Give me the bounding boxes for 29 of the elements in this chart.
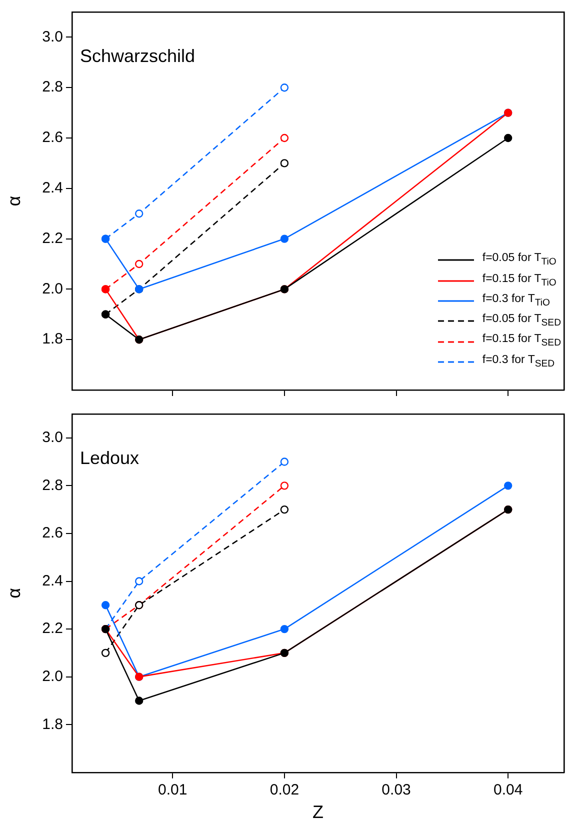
legend-label: f=0.05 for T$_{SED}$: [482, 312, 561, 330]
y-tick-label: 2.4: [42, 180, 63, 197]
x-tick-label: 0.04: [493, 782, 523, 799]
y-tick-label: 2.2: [42, 620, 63, 638]
x-tick-label: 0.01: [158, 782, 188, 799]
y-tick-label: 1.8: [42, 716, 63, 733]
x-tick-label: 0.02: [270, 782, 300, 799]
y-tick-label: 1.8: [42, 330, 63, 348]
y-tick-label: 2.0: [42, 668, 63, 685]
annotation: Schwarzschild: [80, 46, 196, 66]
y-axis-title: α: [4, 588, 24, 598]
y-tick-label: 3.0: [42, 28, 63, 46]
legend-label: f=0.05 for T$_{TiO}$: [482, 251, 556, 270]
y-tick-label: 2.8: [42, 476, 63, 494]
y-tick-label: 2.6: [42, 129, 63, 146]
y-tick-label: 2.8: [42, 78, 63, 96]
y-tick-label: 2.2: [42, 230, 63, 247]
annotation: Ledoux: [80, 448, 140, 468]
legend-label: f=0.15 for T$_{SED}$: [482, 332, 561, 351]
x-tick-label: 0.03: [382, 782, 411, 799]
y-tick-label: 3.0: [42, 429, 63, 446]
y-tick-label: 2.0: [42, 280, 63, 298]
x-axis-title: Z: [312, 802, 324, 822]
y-axis-title: α: [4, 196, 24, 206]
y-tick-label: 2.4: [42, 572, 63, 590]
legend-label: f=0.3 for T$_{SED}$: [482, 352, 555, 371]
y-tick-label: 2.6: [42, 524, 63, 542]
legend-label: f=0.15 for T$_{TiO}$: [482, 272, 556, 290]
legend-label: f=0.3 for T$_{TiO}$: [482, 292, 550, 310]
